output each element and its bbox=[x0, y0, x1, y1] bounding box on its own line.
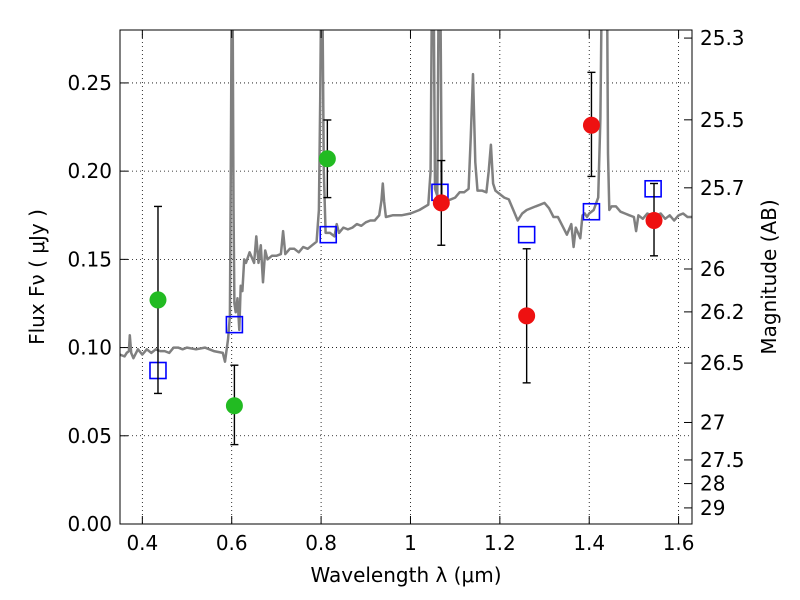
nir-flux-point bbox=[432, 194, 450, 212]
optical-flux-point bbox=[149, 291, 167, 309]
x-tick-label: 1.6 bbox=[663, 531, 695, 555]
x-tick-label: 1.2 bbox=[484, 531, 516, 555]
model-flux-box bbox=[582, 202, 601, 221]
x-tick-label: 0.6 bbox=[216, 531, 248, 555]
x-tick-label: 1.4 bbox=[573, 531, 605, 555]
right-tick-label: 25.5 bbox=[700, 108, 745, 132]
y-tick-label: 0.00 bbox=[67, 512, 112, 536]
markers bbox=[149, 71, 663, 446]
x-tick-label: 0.8 bbox=[305, 531, 337, 555]
y-axis-label: Flux Fν ( μJy ) bbox=[25, 209, 49, 345]
nir-flux-point bbox=[645, 212, 663, 230]
axes: 0.4 0.6 0.8 1 1.2 1.4 1.6 0.00 0.05 0.10 0.15 0.20 0… bbox=[67, 26, 744, 555]
plot-background bbox=[120, 30, 692, 524]
y-tick-label: 0.25 bbox=[67, 71, 112, 95]
right-tick-label: 26.2 bbox=[700, 300, 745, 324]
x-tick-label: 1 bbox=[404, 531, 417, 555]
y-tick-label: 0.10 bbox=[67, 336, 112, 360]
y-tick-label: 0.20 bbox=[67, 159, 112, 183]
plot-frame bbox=[119, 29, 693, 525]
model-flux-box bbox=[644, 179, 662, 198]
model-flux-box bbox=[225, 315, 244, 334]
model-flux-box bbox=[319, 225, 338, 244]
right-axis-label: Magnitude (AB) bbox=[757, 199, 781, 354]
nir-flux-point bbox=[582, 116, 600, 134]
right-tick-label: 26.5 bbox=[700, 351, 745, 375]
y-tick-label: 0.05 bbox=[67, 424, 112, 448]
right-tick-label: 25.3 bbox=[700, 26, 745, 50]
nir-flux-point bbox=[518, 307, 536, 325]
optical-flux-point bbox=[225, 397, 243, 415]
right-tick-label: 25.7 bbox=[700, 176, 745, 200]
right-tick-label: 29 bbox=[700, 496, 725, 520]
right-tick-label: 27 bbox=[700, 410, 725, 434]
x-tick-label: 0.4 bbox=[126, 531, 158, 555]
right-tick-label: 27.5 bbox=[700, 448, 745, 472]
y-tick-label: 0.15 bbox=[67, 247, 112, 271]
model-flux-box bbox=[517, 225, 536, 244]
plot-area bbox=[120, 30, 692, 363]
right-tick-label: 26 bbox=[700, 257, 725, 281]
model-spectrum-line bbox=[120, 30, 692, 363]
optical-flux-point bbox=[318, 150, 336, 168]
right-tick-label: 28 bbox=[700, 472, 725, 496]
x-axis-label: Wavelength λ (μm) bbox=[310, 563, 501, 587]
